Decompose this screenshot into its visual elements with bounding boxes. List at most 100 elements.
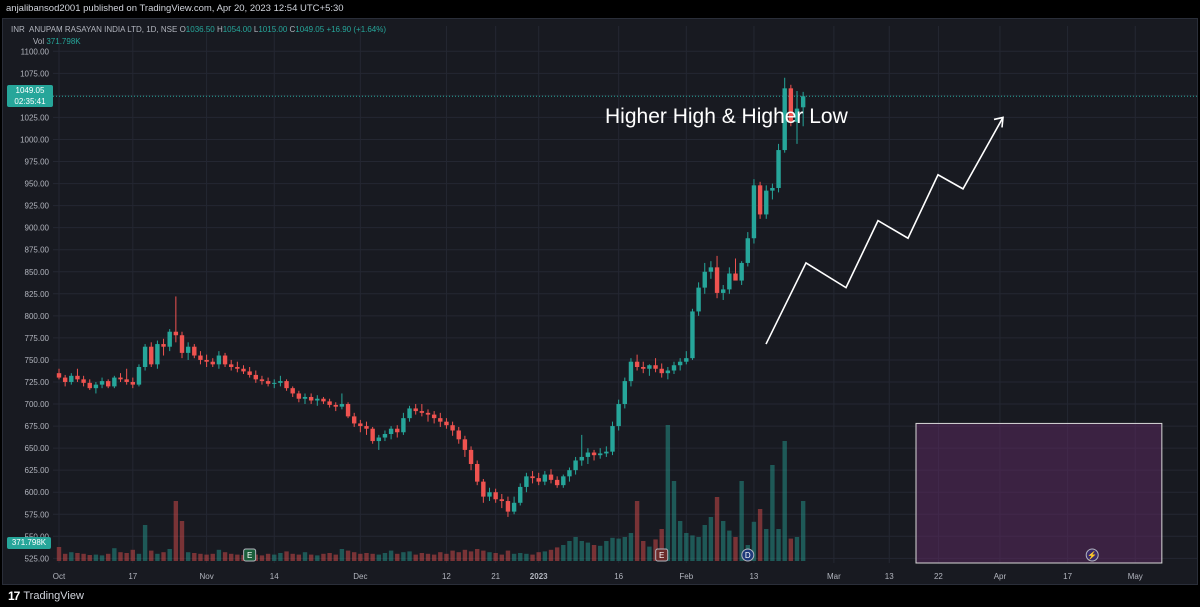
tradingview-brand[interactable]: 17 TradingView	[8, 589, 84, 603]
volume-bar	[751, 521, 757, 561]
candle-body	[530, 476, 535, 479]
volume-bar	[733, 537, 738, 561]
candle-body	[702, 271, 707, 288]
publisher-text: anjalibansod2001 published on TradingVie…	[6, 3, 344, 14]
volume-bar	[505, 550, 511, 561]
volume-bar	[395, 553, 400, 561]
volume-bar	[161, 552, 166, 561]
candle-body	[628, 361, 634, 382]
annotation-text[interactable]: Higher High & Higher Low	[605, 105, 848, 128]
candle-body	[757, 185, 763, 215]
volume-bar	[235, 554, 240, 561]
volume-bar	[714, 497, 720, 561]
candle-body	[216, 355, 222, 365]
volume-bar	[185, 552, 191, 561]
candle-body	[438, 418, 443, 422]
close-value: 1049.05	[295, 25, 325, 34]
volume-bar	[757, 509, 763, 561]
y-tick-label: 750.00	[25, 356, 50, 365]
volume-bar	[382, 553, 388, 561]
candle-body	[222, 355, 228, 365]
candle-body	[364, 426, 369, 429]
close-label: C	[289, 25, 296, 34]
symbol-legend: ANUPAM RASAYAN INDIA LTD, 1D, NSE O1036.…	[29, 25, 387, 46]
candle-body	[321, 398, 326, 402]
candle-body	[81, 379, 86, 383]
candle-body	[124, 379, 129, 382]
volume-bar	[216, 549, 222, 561]
candle-body	[106, 381, 111, 387]
candle-body	[708, 267, 714, 272]
volume-bar	[179, 521, 185, 561]
y-tick-label: 675.00	[25, 422, 50, 431]
x-tick-label: Oct	[53, 572, 66, 581]
candle-body	[788, 88, 794, 122]
volume-bar	[118, 552, 123, 561]
candle-body	[75, 375, 80, 380]
candle-body	[671, 365, 677, 371]
volume-bar	[339, 549, 345, 561]
candle-body	[690, 311, 695, 359]
volume-bar	[173, 501, 179, 561]
volume-bar	[677, 521, 683, 561]
chart-pane[interactable]: 1100.001075.001050.001025.001000.00975.0…	[2, 18, 1198, 585]
candle-body	[739, 262, 744, 281]
x-tick-label: 12	[442, 572, 451, 581]
volume-bar	[204, 554, 209, 561]
volume-bar	[167, 549, 172, 561]
volume-bar	[358, 553, 363, 561]
y-tick-label: 1025.00	[20, 113, 49, 122]
candle-body	[782, 88, 787, 151]
candle-body	[487, 492, 492, 497]
candle-body	[505, 501, 511, 512]
x-tick-label: 14	[270, 572, 279, 581]
volume-bar	[659, 529, 664, 561]
candle-body	[278, 381, 283, 383]
candle-body	[198, 355, 203, 360]
volume-bar	[573, 537, 578, 561]
candle-body	[401, 418, 406, 433]
volume-bar	[130, 549, 135, 561]
x-tick-label: 13	[885, 572, 894, 581]
volume-bar	[333, 554, 338, 561]
volume-bar	[272, 554, 277, 561]
candle-body	[185, 346, 191, 353]
volume-bar	[315, 555, 320, 561]
candle-body	[431, 414, 437, 419]
volume-bar	[598, 545, 603, 561]
candle-body	[290, 388, 295, 394]
candle-body	[56, 373, 62, 378]
volume-bar	[278, 553, 283, 561]
candle-body	[524, 476, 529, 487]
candle-body	[179, 335, 185, 353]
candle-body	[444, 421, 449, 426]
change-value: +16.90 (+1.64%)	[326, 25, 387, 34]
volume-bar	[524, 553, 529, 561]
candle-body	[345, 404, 351, 417]
symbol-name[interactable]: ANUPAM RASAYAN INDIA LTD, 1D, NSE	[29, 25, 178, 34]
candle-body	[579, 456, 584, 461]
candle-body	[173, 331, 179, 336]
highlight-rectangle	[915, 422, 1163, 564]
volume-bar	[431, 554, 437, 561]
candle-body	[481, 481, 486, 497]
published-bar: anjalibansod2001 published on TradingVie…	[0, 0, 1200, 18]
candle-body	[339, 404, 345, 407]
tradingview-logo-icon: 17	[8, 589, 20, 603]
volume-bar	[702, 525, 707, 561]
candle-body	[259, 379, 265, 382]
candle-body	[548, 474, 554, 480]
y-tick-label: 550.00	[25, 532, 50, 541]
volume-bar	[142, 525, 148, 561]
candle-body	[241, 368, 246, 372]
x-tick-label: 22	[934, 572, 943, 581]
candle-body	[641, 366, 646, 369]
volume-bar	[81, 553, 86, 561]
volume-bar	[690, 535, 695, 561]
candle-body	[327, 401, 332, 405]
x-tick-label: 13	[749, 572, 758, 581]
candle-body	[284, 381, 289, 389]
price-chart-svg[interactable]: 1100.001075.001050.001025.001000.00975.0…	[3, 19, 1198, 585]
candle-body	[370, 428, 375, 442]
volume-bar	[788, 538, 794, 561]
